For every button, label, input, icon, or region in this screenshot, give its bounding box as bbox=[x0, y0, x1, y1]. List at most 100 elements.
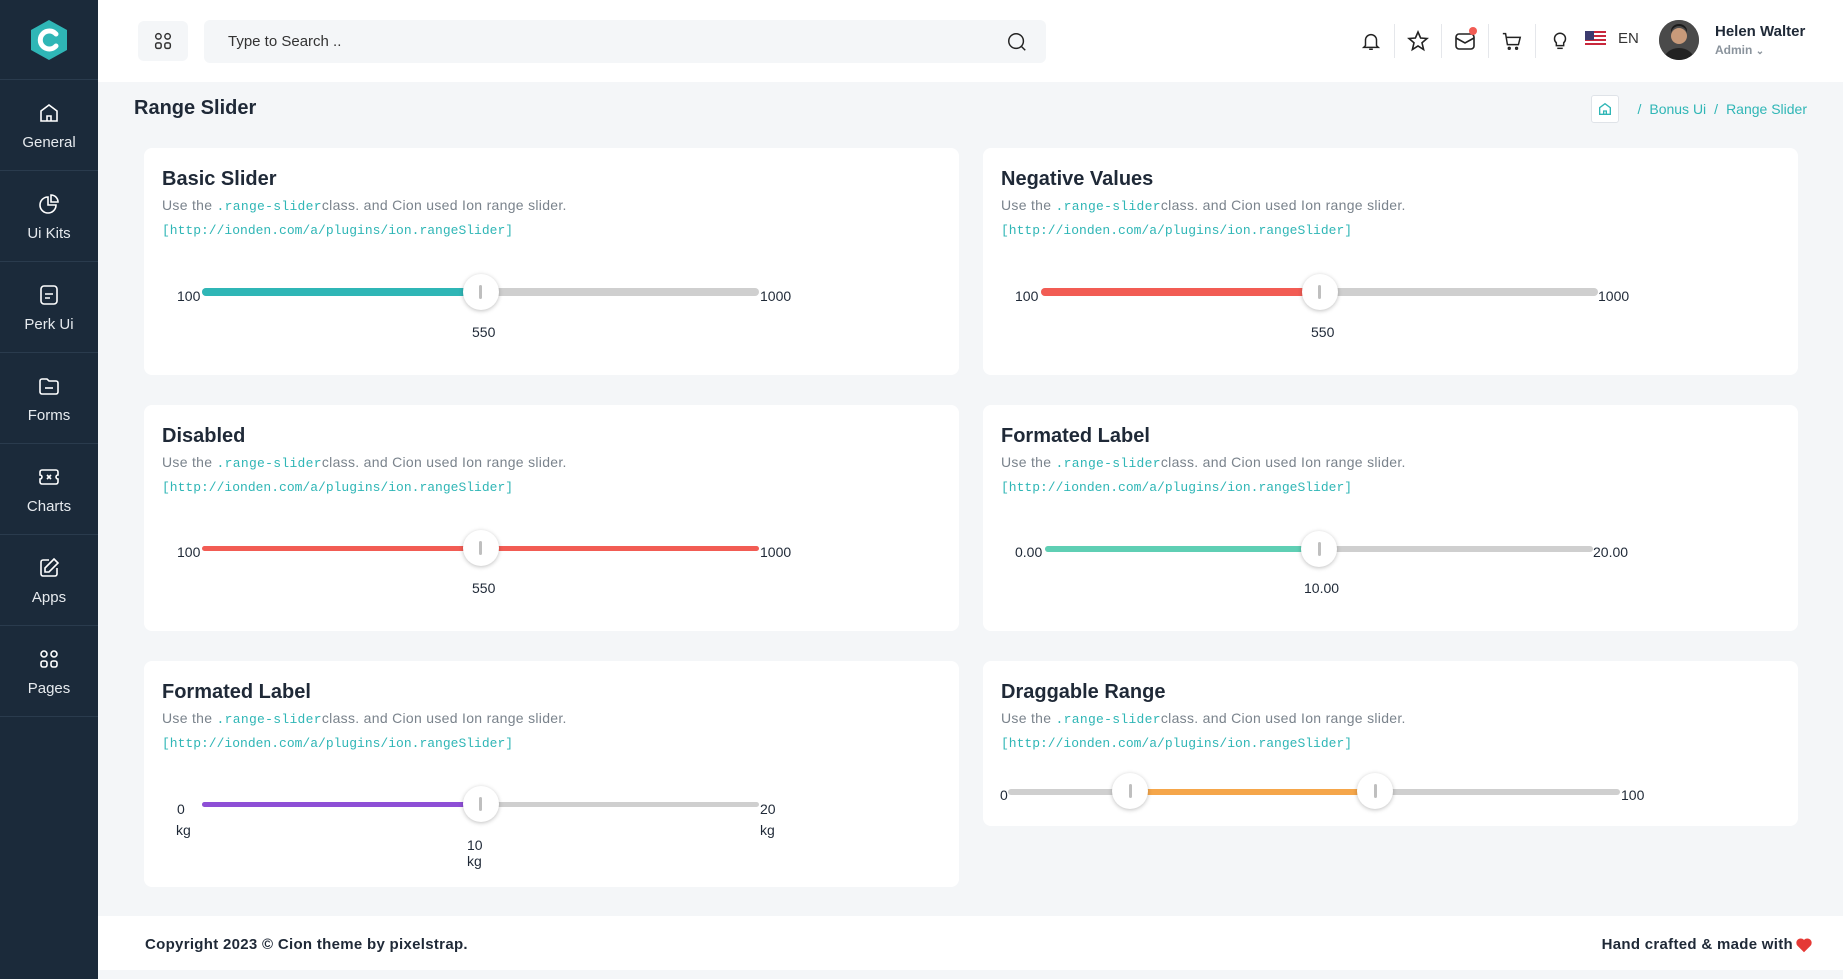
sidebar-item-label: Apps bbox=[31, 588, 67, 606]
breadcrumb-separator: / bbox=[1714, 101, 1719, 117]
card-draggable-range: Draggable Range Use the .range-slidercla… bbox=[983, 661, 1798, 826]
card-description: Use the .range-sliderclass. and Cion use… bbox=[1001, 197, 1406, 214]
slider-min-label: 100 bbox=[177, 544, 201, 560]
language-selector[interactable]: EN bbox=[1585, 30, 1639, 47]
slider-handle[interactable] bbox=[462, 274, 499, 310]
card-title: Negative Values bbox=[1001, 168, 1154, 190]
sidebar-item-pages[interactable]: Pages bbox=[0, 626, 98, 717]
slider-handle[interactable] bbox=[1301, 274, 1338, 310]
messages-button[interactable] bbox=[1442, 24, 1489, 58]
sidebar-item-label: Pages bbox=[27, 679, 71, 697]
card-description: Use the .range-sliderclass. and Cion use… bbox=[1001, 454, 1406, 471]
slider-value-label: 10.00 bbox=[1304, 580, 1340, 596]
slider-max-label: 20.00 bbox=[1593, 544, 1629, 560]
home-icon bbox=[1599, 102, 1612, 115]
footer-credit: Hand crafted & made with bbox=[1602, 936, 1813, 953]
card-negative-values: Negative Values Use the .range-slidercla… bbox=[983, 148, 1798, 375]
card-formatted-label-kg: Formated Label Use the .range-sliderclas… bbox=[144, 661, 959, 887]
slider-max-label: 1000 bbox=[760, 544, 792, 560]
pie-chart-icon bbox=[36, 191, 62, 217]
sidebar-item-general[interactable]: General bbox=[0, 80, 98, 171]
search-input[interactable] bbox=[204, 20, 994, 63]
slider-handle-from[interactable] bbox=[1112, 773, 1149, 809]
slider-handle[interactable] bbox=[1301, 531, 1337, 567]
heart-icon bbox=[1796, 937, 1812, 952]
bulb-icon bbox=[1553, 32, 1566, 50]
breadcrumb: / Bonus Ui / Range Slider bbox=[1591, 95, 1807, 123]
slider-min-label: 0.00 bbox=[1015, 544, 1043, 560]
grid-icon bbox=[36, 646, 62, 672]
sidebar-item-forms[interactable]: Forms bbox=[0, 353, 98, 444]
plugin-link[interactable]: [http://ionden.com/a/plugins/ion.rangeSl… bbox=[162, 736, 514, 751]
breadcrumb-item[interactable]: Range Slider bbox=[1726, 101, 1807, 117]
slider-value-label: 550 bbox=[472, 580, 496, 596]
unread-dot bbox=[1469, 27, 1477, 35]
slider-handle[interactable] bbox=[462, 786, 499, 822]
card-description: Use the .range-sliderclass. and Cion use… bbox=[1001, 710, 1406, 727]
logo-icon bbox=[31, 19, 67, 60]
sidebar-item-label: Ui Kits bbox=[27, 224, 71, 242]
sidebar-item-apps[interactable]: Apps bbox=[0, 535, 98, 626]
plugin-link[interactable]: [http://ionden.com/a/plugins/ion.rangeSl… bbox=[1001, 736, 1353, 751]
slider-max-label: 1000 bbox=[760, 288, 792, 304]
star-icon bbox=[1407, 29, 1429, 52]
breadcrumb-home[interactable] bbox=[1591, 95, 1620, 123]
language-label: EN bbox=[1618, 30, 1639, 47]
slider-min-unit: kg bbox=[176, 822, 191, 838]
footer: Copyright 2023 © Cion theme by pixelstra… bbox=[98, 916, 1843, 970]
plugin-link[interactable]: [http://ionden.com/a/plugins/ion.rangeSl… bbox=[1001, 223, 1353, 238]
logo[interactable] bbox=[0, 0, 98, 80]
plugin-link[interactable]: [http://ionden.com/a/plugins/ion.rangeSl… bbox=[162, 223, 514, 238]
sidebar-item-label: Perk Ui bbox=[24, 315, 74, 333]
bell-icon bbox=[1361, 33, 1381, 50]
header: EN Helen Walter Admin ⌄ bbox=[98, 0, 1843, 82]
slider-max-label: 1000 bbox=[1598, 288, 1630, 304]
user-role: Admin ⌄ bbox=[1715, 43, 1765, 57]
slider-max-label: 20 bbox=[760, 801, 776, 817]
card-title: Disabled bbox=[162, 425, 246, 447]
home-icon bbox=[36, 100, 62, 126]
card-title: Draggable Range bbox=[1001, 681, 1166, 703]
slider-value-label: 550 bbox=[472, 324, 496, 340]
slider-fill bbox=[1041, 288, 1320, 296]
mail-icon bbox=[1455, 33, 1475, 50]
slider-handle-to[interactable] bbox=[1357, 773, 1394, 809]
slider-max-unit: kg bbox=[760, 822, 775, 838]
sidebar-item-label: Forms bbox=[27, 406, 71, 424]
card-description: Use the .range-sliderclass. and Cion use… bbox=[162, 710, 567, 727]
sidebar: General Ui Kits Perk Ui Forms Charts App… bbox=[0, 0, 98, 979]
user-profile[interactable]: Helen Walter Admin ⌄ bbox=[1659, 20, 1805, 60]
ticket-icon bbox=[36, 464, 62, 490]
slider-max-label: 100 bbox=[1621, 787, 1645, 803]
breadcrumb-separator: / bbox=[1637, 101, 1642, 117]
sidebar-item-perk-ui[interactable]: Perk Ui bbox=[0, 262, 98, 353]
bookmark-button[interactable] bbox=[1395, 24, 1442, 58]
slider-min-label: 0 bbox=[177, 801, 185, 817]
sidebar-item-ui-kits[interactable]: Ui Kits bbox=[0, 171, 98, 262]
slider-handle bbox=[462, 530, 499, 566]
copyright-text: Copyright 2023 © Cion theme by pixelstra… bbox=[145, 936, 468, 953]
card-title: Basic Slider bbox=[162, 168, 277, 190]
sidebar-item-charts[interactable]: Charts bbox=[0, 444, 98, 535]
cart-button[interactable] bbox=[1489, 24, 1536, 58]
slider-min-label: 100 bbox=[1015, 288, 1039, 304]
document-icon bbox=[36, 282, 62, 308]
avatar bbox=[1659, 20, 1699, 60]
plugin-link[interactable]: [http://ionden.com/a/plugins/ion.rangeSl… bbox=[1001, 480, 1353, 495]
us-flag-icon bbox=[1585, 30, 1606, 47]
slider-fill bbox=[202, 802, 481, 807]
sidebar-item-label: Charts bbox=[26, 497, 72, 515]
search-icon[interactable] bbox=[1006, 31, 1028, 58]
slider-fill bbox=[202, 288, 481, 296]
apps-grid-button[interactable] bbox=[138, 21, 188, 61]
breadcrumb-item[interactable]: Bonus Ui bbox=[1649, 101, 1707, 117]
card-formatted-label: Formated Label Use the .range-sliderclas… bbox=[983, 405, 1798, 631]
cart-icon bbox=[1502, 32, 1522, 50]
theme-toggle-button[interactable] bbox=[1536, 24, 1583, 58]
notification-button[interactable] bbox=[1348, 24, 1395, 58]
slider-fill bbox=[1045, 546, 1319, 552]
plugin-link[interactable]: [http://ionden.com/a/plugins/ion.rangeSl… bbox=[162, 480, 514, 495]
folder-icon bbox=[36, 373, 62, 399]
card-basic-slider: Basic Slider Use the .range-sliderclass.… bbox=[144, 148, 959, 375]
slider-min-label: 100 bbox=[177, 288, 201, 304]
